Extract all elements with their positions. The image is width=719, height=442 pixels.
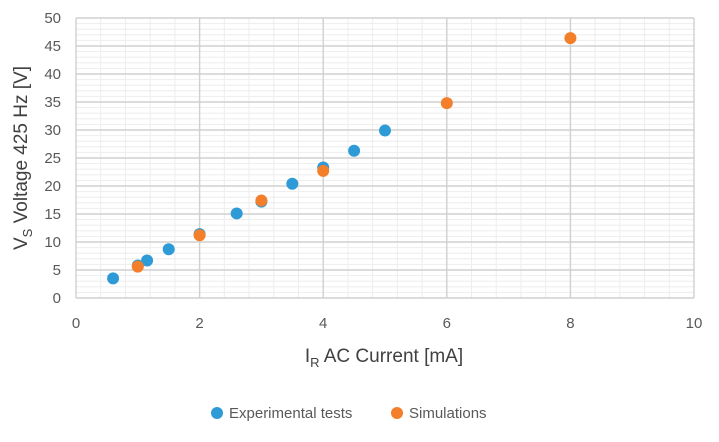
- x-tick-labels: 0 2 4 6 8 10: [72, 315, 703, 332]
- y-tick-label: 50: [44, 10, 61, 27]
- data-point: [564, 32, 577, 45]
- data-point: [131, 260, 144, 273]
- x-axis-title-main: I: [305, 346, 310, 367]
- major-gridlines: [75, 17, 695, 299]
- data-point: [162, 243, 175, 256]
- x-tick-label: 0: [72, 315, 80, 332]
- data-point: [255, 194, 268, 207]
- legend-marker-experimental: [211, 407, 223, 419]
- x-tick-label: 6: [443, 315, 451, 332]
- data-point: [317, 164, 330, 177]
- legend: Experimental tests Simulations: [211, 405, 487, 422]
- data-point: [193, 229, 206, 242]
- y-tick-label: 30: [44, 122, 61, 139]
- y-axis-title: VS Voltage 425 Hz [V]: [11, 66, 35, 250]
- data-point: [440, 97, 453, 110]
- x-axis-title: IR AC Current [mA]: [305, 346, 463, 370]
- y-tick-label: 5: [53, 262, 61, 279]
- series-simulations: [131, 32, 577, 273]
- x-tick-label: 2: [195, 315, 203, 332]
- x-tick-label: 4: [319, 315, 327, 332]
- y-tick-label: 0: [53, 290, 61, 307]
- y-tick-label: 35: [44, 94, 61, 111]
- data-point: [107, 272, 120, 285]
- legend-label-simulations: Simulations: [409, 405, 487, 422]
- data-point: [286, 177, 299, 190]
- y-tick-label: 45: [44, 38, 61, 55]
- y-tick-label: 15: [44, 206, 61, 223]
- y-axis-title-rest: Voltage 425 Hz [V]: [11, 66, 32, 229]
- y-axis-title-subscript: S: [20, 228, 35, 237]
- data-points: [107, 32, 577, 285]
- y-tick-label: 10: [44, 234, 61, 251]
- y-axis-title-main: V: [11, 237, 32, 250]
- legend-label-experimental: Experimental tests: [229, 405, 352, 422]
- x-axis-title-rest: AC Current [mA]: [320, 346, 464, 367]
- y-tick-label: 40: [44, 66, 61, 83]
- legend-marker-simulations: [391, 407, 403, 419]
- x-tick-label: 10: [686, 315, 703, 332]
- data-point: [348, 144, 361, 157]
- data-point: [379, 124, 391, 137]
- x-axis-title-subscript: R: [310, 355, 319, 370]
- data-point: [141, 254, 154, 267]
- y-tick-label: 20: [44, 178, 61, 195]
- y-tick-label: 25: [44, 150, 61, 167]
- y-tick-labels: 0 5 10 15 20 25 30 35 40 45 50: [44, 10, 61, 307]
- x-tick-label: 8: [566, 315, 574, 332]
- data-point: [230, 207, 243, 220]
